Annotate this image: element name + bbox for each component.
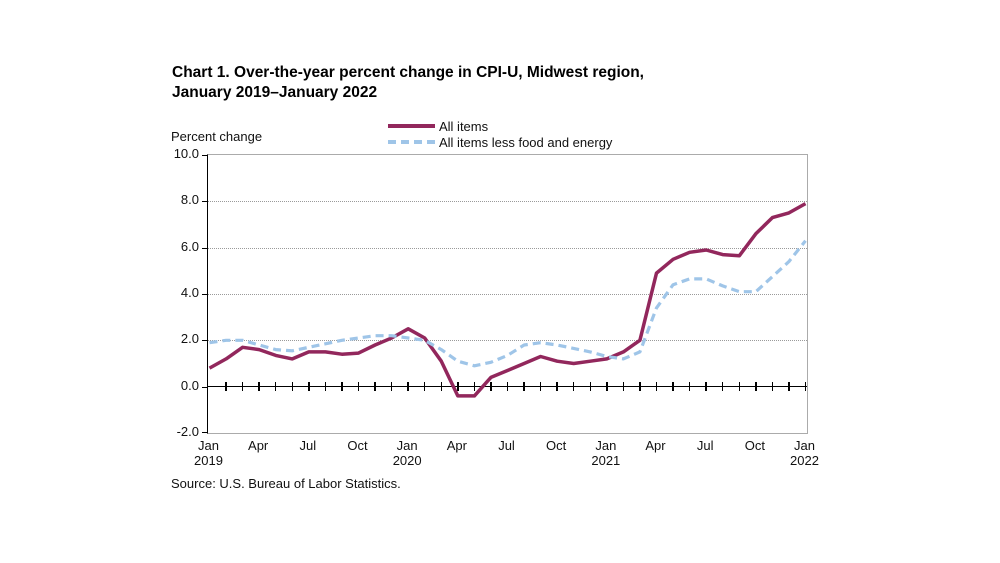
month-tick [556,382,558,392]
y-axis-tick-label: 8.0 [180,192,199,208]
month-tick [755,382,757,392]
y-axis-tick [202,247,207,249]
x-axis-tick-label: Jul [299,438,317,453]
chart-title-line1: Chart 1. Over-the-year percent change in… [172,64,644,81]
y-axis-tick [202,155,207,156]
legend-item-core: All items less food and energy [388,134,612,150]
x-axis-tick-label: Apr [645,438,666,453]
month-tick [390,382,393,392]
month-tick [457,382,459,392]
x-axis-tick-label: Jan 2021 [576,438,636,468]
x-axis-year-label: 2021 [591,453,621,468]
legend: All items All items less food and energy [388,118,612,150]
y-axis-tick [202,340,207,342]
x-axis-tick-label: Apr [446,438,467,453]
month-tick [572,382,575,392]
month-tick [622,382,625,392]
month-tick [407,382,409,392]
month-tick [225,382,227,392]
month-tick [274,382,277,392]
chart-title-line2: January 2019–January 2022 [172,84,378,101]
y-axis-tick [202,294,207,295]
month-tick [241,382,244,392]
x-axis-tick-label: Apr [248,438,269,453]
y-axis-tick-label: 4.0 [180,285,199,300]
month-tick [324,382,327,392]
plot-area [202,154,808,434]
gridline-4 [208,294,807,295]
month-tick [308,382,310,392]
month-tick [357,382,360,392]
solid-line-swatch-icon [388,124,435,128]
x-axis-year-label: 2019 [194,453,223,468]
y-axis-tick-label: 0.0 [180,377,199,393]
x-axis-tick-label: Oct [744,438,765,453]
month-tick [341,382,343,392]
legend-label: All items [439,118,489,134]
y-axis-tick-label: 10.0 [173,146,199,161]
month-tick [374,382,376,392]
legend-label: All items less food and energy [439,134,613,150]
chart-title: Chart 1. Over-the-year percent change in… [172,63,772,103]
legend-item-all-items: All items [388,118,612,134]
month-tick [738,382,741,392]
x-axis-tick-label: Jul [696,438,714,453]
y-axis-tick [202,201,207,203]
series-line-all-items-less-food-and-energy [209,239,807,368]
month-tick [771,382,774,392]
y-axis-tick-label: 6.0 [180,238,199,254]
month-tick [423,382,426,392]
x-axis-tick-label: Oct [347,438,368,453]
y-axis-tick-label: -2.0 [176,424,199,439]
y-axis-tick [202,386,207,388]
gridline-2 [208,340,807,342]
month-tick [672,382,674,392]
month-tick [705,382,707,392]
month-tick [804,382,807,392]
month-tick [639,382,641,392]
x-axis-tick-label: Jan 2022 [775,438,835,468]
month-tick [606,382,608,392]
x-axis-tick-label: Jan 2020 [377,438,437,468]
month-tick [589,382,592,392]
y-axis-tick [202,432,207,433]
month-tick [688,382,691,392]
gridline-8 [208,201,807,203]
month-tick [539,382,542,392]
month-tick [258,382,260,392]
series-line-all-items [208,202,807,398]
y-axis-tick-label: 2.0 [180,331,199,347]
month-tick [291,382,294,392]
month-tick [506,382,509,392]
source-note: Source: U.S. Bureau of Labor Statistics. [171,476,401,491]
month-tick [440,382,443,392]
y-axis-title: Percent change [171,129,263,144]
dashed-line-swatch-icon [388,140,435,144]
month-tick [490,382,492,392]
x-axis-tick-label: Jul [498,438,515,453]
month-tick [655,382,658,392]
month-tick [788,382,790,392]
x-axis-tick-label: Oct [546,438,567,453]
series-lines [208,202,807,398]
month-tick [523,382,525,392]
x-axis-tick-label: Jan 2019 [179,438,239,468]
month-tick [721,382,724,392]
gridline-6 [208,247,807,249]
x-axis-year-label: 2022 [790,453,819,468]
x-axis-year-label: 2020 [392,453,422,468]
month-tick [473,382,476,392]
